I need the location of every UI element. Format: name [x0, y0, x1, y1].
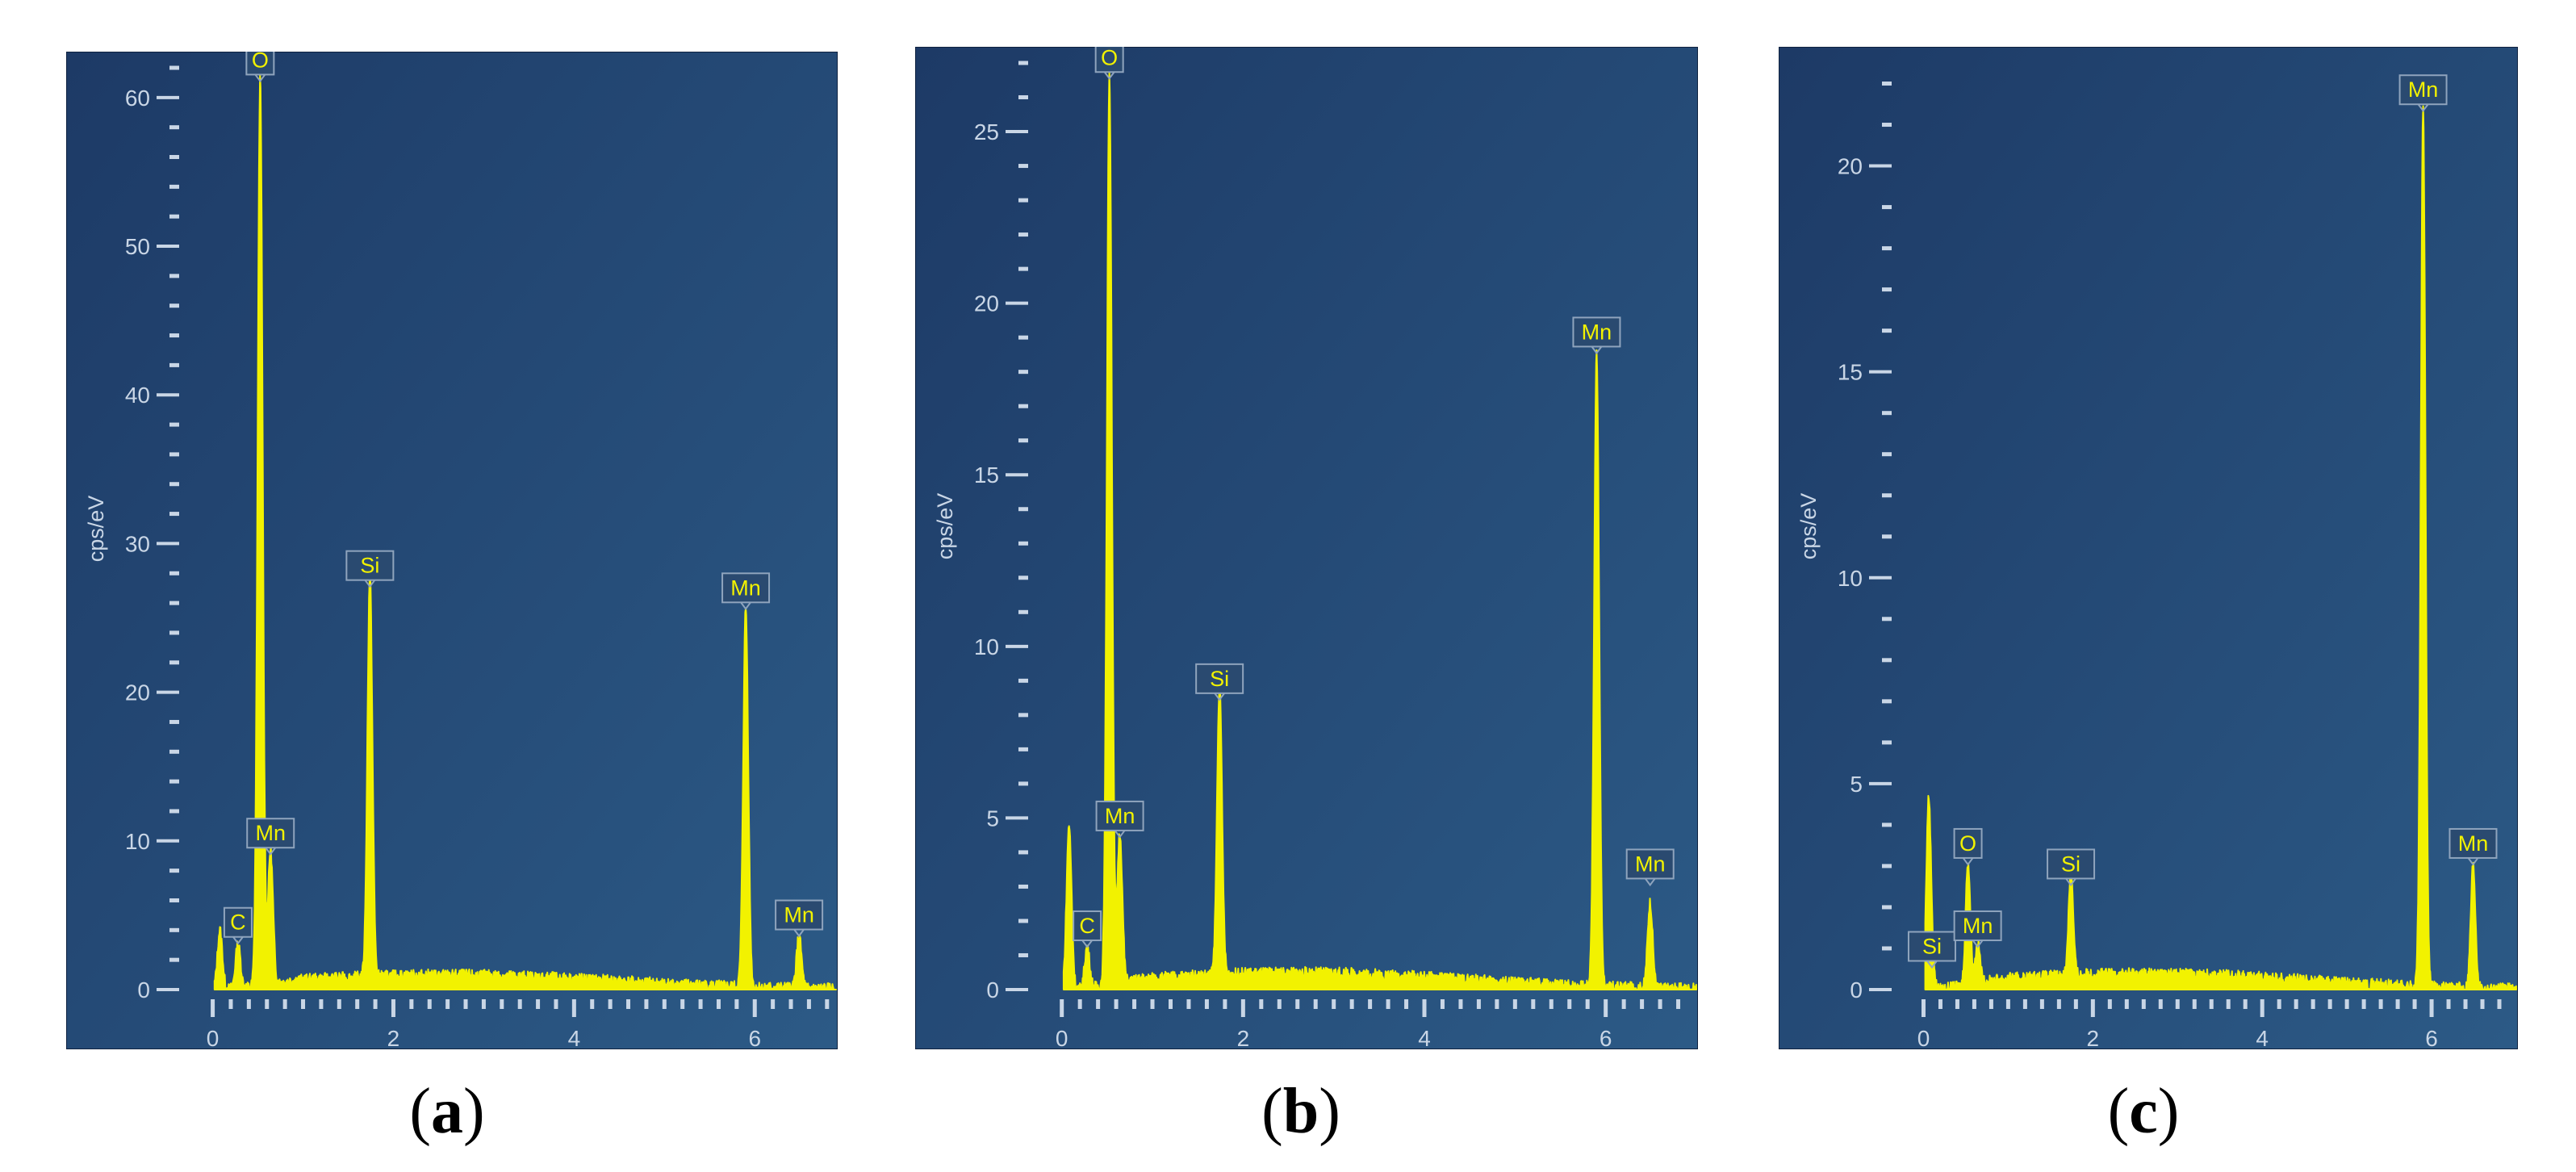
x-tick-label: 6 [748, 1026, 761, 1049]
spectrum-chart: 0 5 10 15 20 0 2 4 6 cps/eV Si O Mn Si Mn Mn [1779, 47, 2518, 1049]
peak-label-text: Mn [2458, 831, 2489, 856]
peak-label: Mn [2398, 74, 2448, 112]
spectrum-series [1924, 105, 2517, 990]
peak-label: Mn [1572, 316, 1621, 355]
y-tick-label: 15 [974, 463, 999, 488]
y-axis-label: cps/eV [84, 496, 108, 563]
x-tick-label: 4 [568, 1026, 581, 1049]
caption-a-letter: a [431, 1076, 463, 1147]
x-tick-label: 4 [2256, 1026, 2269, 1049]
y-tick-label: 15 [1838, 360, 1863, 385]
y-tick-label: 20 [974, 291, 999, 316]
x-tick-label: 2 [1237, 1026, 1250, 1049]
y-tick-label: 5 [986, 806, 999, 831]
y-tick-label: 50 [125, 234, 150, 259]
peak-label: Si [1195, 663, 1244, 701]
x-tick-label: 4 [1418, 1026, 1431, 1049]
peak-label: O [1953, 827, 1983, 866]
y-tick-label: 20 [125, 680, 150, 705]
peak-label: Mn [721, 572, 771, 610]
y-tick-label: 0 [986, 977, 999, 1002]
caption-b-letter: b [1282, 1076, 1319, 1147]
x-tick-label: 2 [2087, 1026, 2100, 1049]
peak-label: Si [2047, 848, 2096, 887]
spectrum-chart: 0 10 20 30 40 50 60 0 2 4 6 cps/eV C O Mn Si Mn Mn [66, 52, 838, 1049]
plot-background [915, 47, 1698, 1049]
y-axis-label: cps/eV [1796, 493, 1821, 560]
peak-label-text: O [252, 52, 269, 72]
y-tick-label: 25 [974, 119, 999, 144]
y-tick-label: 0 [137, 977, 150, 1002]
x-tick-label: 2 [387, 1026, 400, 1049]
peak-label: Mn [775, 899, 824, 938]
caption-c: (c) [2107, 1076, 2180, 1147]
spectrum-panel-a: 0 10 20 30 40 50 60 0 2 4 6 cps/eV C O Mn Si Mn Mn [66, 52, 838, 1049]
peak-label-text: O [1959, 831, 1976, 856]
peak-label-text: Mn [784, 903, 814, 927]
caption-b: (b) [1261, 1076, 1340, 1147]
y-tick-label: 10 [125, 829, 150, 854]
peak-label-text: C [230, 910, 246, 935]
peak-label-text: Si [1922, 934, 1942, 958]
x-tick-label: 0 [207, 1026, 220, 1049]
peak-label: C [223, 906, 253, 945]
peak-label: Mn [1095, 800, 1144, 839]
peak-label-text: Si [360, 554, 379, 578]
y-tick-label: 20 [1838, 154, 1863, 179]
plot-background [1779, 47, 2518, 1049]
x-tick-label: 6 [1600, 1026, 1612, 1049]
caption-c-letter: c [2129, 1076, 2158, 1147]
y-axis-label: cps/eV [933, 493, 957, 560]
peak-label-text: Mn [1105, 804, 1135, 828]
peak-label: Mn [2448, 827, 2498, 866]
peak-label-text: Mn [730, 576, 761, 600]
spectrum-panel-c: 0 5 10 15 20 0 2 4 6 cps/eV Si O Mn Si Mn Mn [1779, 47, 2518, 1049]
peak-label-text: O [1101, 47, 1118, 69]
peak-label: Si [1907, 931, 1956, 969]
spectrum-panel-b: 0 5 10 15 20 25 0 2 4 6 cps/eV C O Mn Si Mn Mn [915, 47, 1698, 1049]
caption-a: (a) [409, 1076, 485, 1147]
y-tick-label: 40 [125, 383, 150, 408]
peak-label-text: Si [1210, 667, 1229, 691]
spectrum-chart: 0 5 10 15 20 25 0 2 4 6 cps/eV C O Mn Si Mn Mn [915, 47, 1698, 1049]
peak-label: Mn [1953, 910, 2002, 948]
spectrum-series [213, 73, 837, 990]
peak-label-text: Mn [1635, 852, 1666, 876]
peak-label-text: Mn [1582, 320, 1612, 344]
peak-label: O [245, 52, 275, 83]
peak-label-text: Mn [255, 821, 286, 845]
spectrum-series [1062, 69, 1697, 990]
x-tick-label: 0 [1056, 1026, 1068, 1049]
plot-background [66, 52, 838, 1049]
y-tick-label: 60 [125, 86, 150, 111]
y-tick-label: 10 [974, 634, 999, 659]
peak-label-text: Si [2061, 852, 2080, 876]
peak-label: Mn [1625, 848, 1675, 887]
y-tick-label: 30 [125, 531, 150, 556]
peak-label: Si [345, 550, 395, 588]
x-tick-label: 6 [2425, 1026, 2438, 1049]
peak-label-text: Mn [1963, 914, 1993, 938]
x-tick-label: 0 [1917, 1026, 1930, 1049]
peak-label: Mn [246, 818, 295, 856]
y-tick-label: 0 [1850, 977, 1863, 1002]
peak-label-text: Mn [2408, 77, 2439, 102]
peak-label: O [1094, 47, 1124, 80]
y-tick-label: 10 [1838, 566, 1863, 591]
peak-label: C [1073, 910, 1102, 948]
y-tick-label: 5 [1850, 772, 1863, 797]
peak-label-text: C [1079, 914, 1095, 938]
